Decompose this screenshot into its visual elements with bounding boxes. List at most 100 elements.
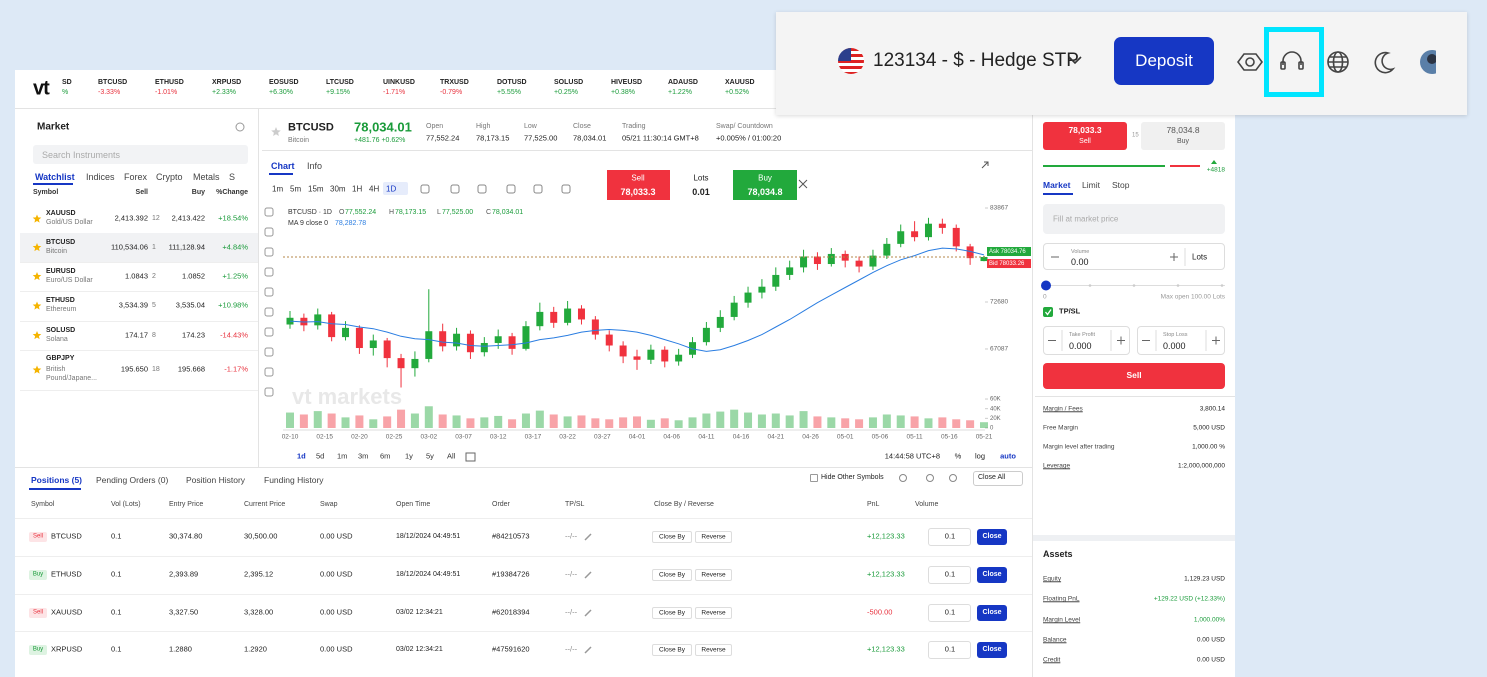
positions-tab[interactable]: Positions (5) — [31, 475, 83, 486]
close-button[interactable] — [977, 567, 1007, 583]
ticker-change[interactable]: +1.22% — [668, 88, 692, 96]
close-by-button[interactable] — [652, 569, 692, 581]
volume-input[interactable] — [928, 528, 971, 546]
symbol[interactable]: XAUUSD — [46, 209, 76, 217]
ticker-symbol[interactable]: SOLUSD — [554, 78, 584, 86]
chart-tab[interactable]: Info — [307, 160, 323, 171]
range-button[interactable]: 3m — [358, 451, 369, 461]
timeframe[interactable]: 1m — [272, 184, 284, 194]
symbol[interactable]: EURUSD — [46, 267, 76, 275]
range-button[interactable]: 1d — [297, 451, 306, 461]
volume-value[interactable]: 0.1 — [944, 531, 956, 541]
submit-button[interactable] — [1043, 363, 1225, 389]
volume-value[interactable]: 0.1 — [944, 644, 956, 654]
timeframe[interactable]: 15m — [308, 184, 324, 194]
close-by-label[interactable]: Close By — [658, 571, 686, 579]
timeframe[interactable]: 5m — [290, 184, 302, 194]
positions-tab[interactable]: Pending Orders (0) — [96, 475, 169, 486]
range-button[interactable]: 5y — [426, 451, 434, 461]
lots-unit[interactable]: Lots — [1192, 252, 1208, 262]
range-button[interactable]: 1y — [405, 451, 413, 461]
stop_loss-field[interactable] — [1137, 326, 1225, 355]
close-all-button[interactable] — [973, 471, 1023, 486]
ticker-symbol[interactable]: LTCUSD — [326, 78, 354, 86]
take_profit-field[interactable] — [1043, 326, 1130, 355]
symbol[interactable]: GBPJPY — [46, 354, 75, 362]
timeframe[interactable]: 30m — [330, 184, 346, 194]
close-by-button[interactable] — [652, 644, 692, 656]
volume-value[interactable]: 0.00 — [1071, 256, 1089, 267]
ticker-symbol[interactable]: XRPUSD — [212, 78, 242, 86]
reverse-button[interactable] — [695, 531, 732, 543]
reverse-button[interactable] — [695, 569, 732, 581]
timeframe[interactable]: 1H — [352, 184, 363, 194]
ticker-change[interactable]: +0.38% — [611, 88, 635, 96]
ticker-change[interactable]: +0.25% — [554, 88, 578, 96]
symbol[interactable]: SOLUSD — [46, 326, 76, 334]
sell-price[interactable]: 78,033.3 — [1068, 125, 1102, 136]
market-tab[interactable]: S — [229, 171, 236, 182]
buy-label[interactable]: Buy — [758, 173, 772, 183]
ticker-change[interactable]: -0.79% — [440, 88, 463, 96]
close-label[interactable]: Close — [982, 608, 1002, 616]
search-placeholder[interactable]: Search Instruments — [42, 149, 121, 160]
ticker-change[interactable]: -1.01% — [155, 88, 178, 96]
range-button[interactable]: 1m — [337, 451, 348, 461]
ticker-symbol[interactable]: TRXUSD — [440, 78, 469, 86]
auto-toggle[interactable]: auto — [1000, 451, 1016, 461]
timeframe[interactable]: 4H — [369, 184, 380, 194]
close-by-label[interactable]: Close By — [658, 646, 686, 654]
ticker-change[interactable]: -3.33% — [98, 88, 121, 96]
market-tab[interactable]: Watchlist — [35, 171, 75, 182]
price-placeholder[interactable]: Fill at market price — [1053, 214, 1119, 224]
tpsl-checkbox[interactable] — [1043, 307, 1053, 317]
ticker-change[interactable]: +2.33% — [212, 88, 236, 96]
close-label[interactable]: Close — [982, 645, 1002, 653]
sell-label[interactable]: Sell — [631, 173, 645, 183]
ticker-symbol[interactable]: XAUUSD — [725, 78, 755, 86]
sell-price[interactable]: 78,033.3 — [620, 186, 656, 197]
buy-box[interactable] — [1141, 122, 1225, 150]
account-selector[interactable]: 123134 - $ - Hedge STP — [873, 50, 1079, 72]
search-box[interactable] — [33, 145, 248, 164]
buy-box[interactable] — [733, 170, 797, 200]
ticker-change[interactable]: +5.55% — [497, 88, 521, 96]
reverse-label[interactable]: Reverse — [701, 571, 726, 579]
sell-box[interactable] — [607, 170, 670, 200]
chart-tab[interactable]: Chart — [271, 160, 295, 171]
ticker-symbol[interactable]: EOSUSD — [269, 78, 299, 86]
order-tab[interactable]: Market — [1043, 180, 1071, 191]
volume-input[interactable] — [928, 566, 971, 584]
close-by-label[interactable]: Close By — [658, 533, 686, 541]
volume-value[interactable]: 0.1 — [944, 569, 956, 579]
reverse-label[interactable]: Reverse — [701, 533, 726, 541]
checkbox[interactable] — [810, 474, 818, 482]
reverse-label[interactable]: Reverse — [701, 609, 726, 617]
ticker-change[interactable]: % — [62, 88, 69, 96]
order-tab[interactable]: Stop — [1112, 180, 1130, 191]
volume-input[interactable] — [928, 604, 971, 622]
price-field[interactable] — [1043, 204, 1225, 234]
timeframe[interactable]: 1D — [386, 184, 397, 194]
close-label[interactable]: Close — [982, 570, 1002, 578]
close-by-button[interactable] — [652, 607, 692, 619]
close-button[interactable] — [977, 642, 1007, 658]
checkbox-label[interactable]: Hide Other Symbols — [821, 473, 884, 481]
log-toggle[interactable]: log — [974, 451, 986, 461]
stop_loss-value[interactable]: 0.000 — [1163, 340, 1186, 351]
ticker-symbol[interactable]: UINKUSD — [383, 78, 415, 86]
close-label[interactable]: Close — [982, 532, 1002, 540]
ticker-symbol[interactable]: SD — [62, 78, 72, 86]
ticker-symbol[interactable]: ADAUSD — [668, 78, 698, 86]
range-button[interactable]: 5d — [316, 451, 325, 461]
deposit-button[interactable]: Deposit — [1114, 37, 1214, 85]
positions-tab[interactable]: Funding History — [264, 475, 324, 486]
ticker-symbol[interactable]: HIVEUSD — [611, 78, 643, 86]
reverse-button[interactable] — [695, 644, 732, 656]
symbol[interactable]: ETHUSD — [46, 296, 75, 304]
volume-field[interactable] — [1043, 243, 1225, 270]
take_profit-value[interactable]: 0.000 — [1069, 340, 1092, 351]
buy-label[interactable]: Buy — [1176, 137, 1190, 145]
symbol[interactable]: BTCUSD — [46, 238, 76, 246]
buy-price[interactable]: 78,034.8 — [747, 186, 783, 197]
